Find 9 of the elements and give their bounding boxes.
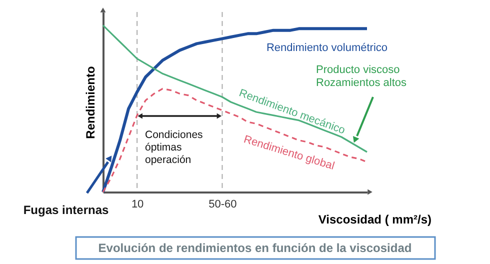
x-axis-title: Viscosidad ( mm²/s) bbox=[318, 212, 432, 226]
x-tick-label: 10 bbox=[131, 198, 144, 210]
text: Fugas internas bbox=[23, 203, 109, 217]
y-axis-title: Rendimiento bbox=[84, 66, 98, 139]
text: Evolución de rendimientos en función de la viscosidad bbox=[98, 241, 412, 255]
annotation: Condiciones óptimas operación bbox=[145, 129, 203, 166]
series-label: Rendimiento volumétrico bbox=[266, 42, 388, 54]
annotation: Producto viscoso Rozamientos altos bbox=[316, 64, 407, 89]
x-tick-label: 50-60 bbox=[208, 198, 237, 210]
